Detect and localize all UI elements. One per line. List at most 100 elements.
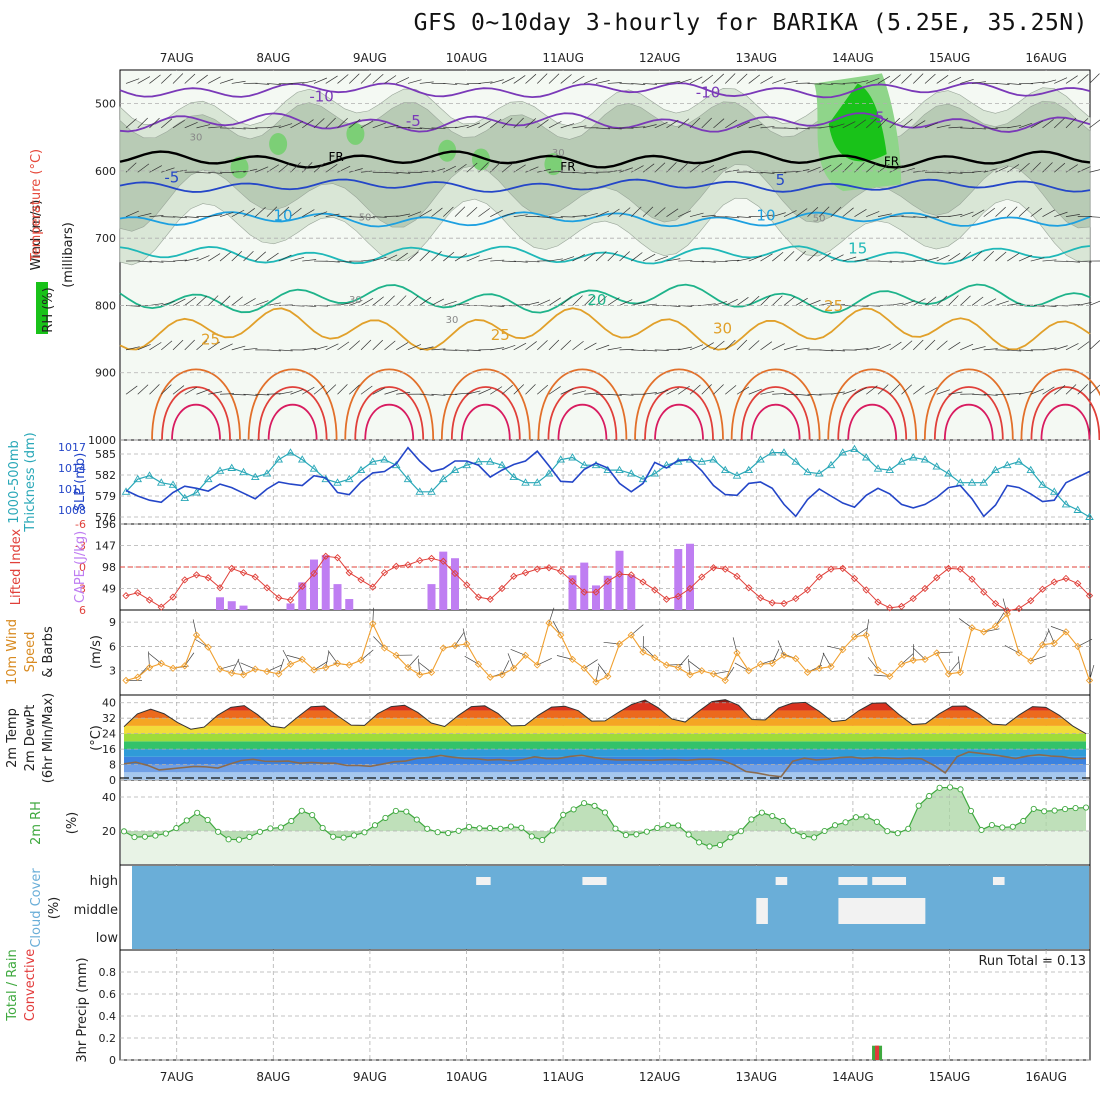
- wind-barb: [701, 214, 716, 218]
- wind-barb: [466, 255, 480, 262]
- wind-barb: [513, 342, 527, 351]
- wind-barb: [713, 340, 725, 351]
- wind-barb: [936, 295, 948, 306]
- lifted-index-point: [909, 594, 917, 603]
- lifted-index-point: [275, 594, 283, 602]
- wind-barb: [231, 296, 243, 306]
- lifted-index-point: [651, 586, 659, 594]
- wind-barb: [995, 251, 1007, 262]
- thickness-point: [1049, 487, 1059, 495]
- surface-temperature-arch: [654, 403, 704, 441]
- lifted-index-point: [815, 573, 823, 581]
- thickness-point: [368, 457, 378, 465]
- wind-barb: [795, 347, 810, 351]
- surface-temperature-arch: [750, 403, 801, 441]
- wind-barb: [619, 207, 631, 217]
- run-total-label: Run Total = 0.13: [978, 954, 1086, 969]
- cape-bar: [580, 562, 589, 610]
- rh-point: [424, 825, 431, 832]
- lifted-index-point: [298, 582, 306, 590]
- wind-barb: [924, 339, 936, 351]
- wind-barb: [960, 295, 971, 306]
- wind-barb: [149, 117, 160, 129]
- rh-point: [560, 811, 567, 818]
- surface-temperature-arch: [537, 368, 628, 441]
- wind-barb-10m: [454, 632, 465, 646]
- wind-barb: [995, 393, 1010, 396]
- wind-barb: [208, 171, 223, 174]
- wind-barb: [454, 83, 469, 85]
- wind-barb: [290, 121, 304, 129]
- y-label-unit: (millibars): [61, 222, 76, 288]
- surface-temperature-arch: [557, 403, 608, 441]
- wind-barb: [983, 127, 998, 130]
- date-label-bottom: 16AUG: [1025, 1070, 1067, 1084]
- wind-barb-10m: [901, 653, 914, 665]
- date-label-top: 13AUG: [736, 51, 778, 65]
- wind-barb: [1065, 343, 1079, 351]
- lifted-index-point: [157, 603, 165, 611]
- temperature-band: [124, 741, 1086, 750]
- wind-barb: [184, 257, 199, 262]
- lifted-index-point: [357, 576, 365, 584]
- wind-barb: [725, 385, 737, 395]
- wind-barb: [960, 211, 974, 217]
- wind-barb: [149, 342, 162, 351]
- wind-barb-10m: [313, 661, 328, 671]
- surface-temperature-arch: [547, 386, 618, 441]
- wind-barb: [830, 83, 846, 85]
- wind-barb: [490, 79, 504, 84]
- date-label-bottom: 14AUG: [832, 1070, 874, 1084]
- surface-temperature-arch: [460, 403, 511, 441]
- rh-point: [361, 829, 368, 836]
- temperature-contour: [119, 178, 1091, 193]
- wind-barb: [219, 212, 234, 217]
- wind-barb: [901, 118, 913, 129]
- wind-barb-10m: [584, 659, 598, 669]
- wind-barb: [830, 254, 844, 262]
- wind-barb: [560, 296, 572, 306]
- rh-point: [1009, 823, 1016, 830]
- wind-barb: [807, 393, 822, 396]
- rh-point: [800, 833, 807, 840]
- lifted-index-point: [850, 574, 859, 583]
- wind-barb: [971, 346, 986, 351]
- tick-label-left: 40: [102, 791, 116, 804]
- wind-barb: [349, 168, 363, 173]
- wind-barb: [490, 118, 502, 129]
- rh-point: [246, 833, 253, 841]
- wind-barb: [537, 384, 549, 395]
- tick-label-left: 3: [109, 665, 116, 678]
- wind-barb: [172, 298, 186, 306]
- wind-barb: [842, 207, 854, 217]
- wind-barb: [678, 210, 692, 217]
- wind-barb: [830, 206, 842, 217]
- wind-barb: [595, 344, 610, 351]
- wind-barb: [760, 295, 771, 306]
- wind-barb: [255, 251, 266, 262]
- contour-label: -10: [309, 88, 334, 106]
- rh-point: [905, 825, 912, 832]
- wind-barb: [783, 393, 799, 396]
- wind-barb: [243, 393, 258, 396]
- contour-label: FR: [884, 155, 899, 169]
- wind-barb: [196, 388, 210, 395]
- thickness-point: [579, 460, 589, 469]
- wind-barb: [196, 74, 208, 84]
- tick-label-right: 1008: [58, 504, 86, 517]
- wind-barb: [231, 127, 246, 130]
- wind-speed-point: [1050, 639, 1058, 647]
- surface-temperature-arch: [933, 386, 1004, 441]
- wind-barb: [560, 256, 575, 262]
- wind-barb: [877, 260, 892, 263]
- rh-point: [863, 813, 870, 820]
- wind-barb: [1065, 117, 1077, 129]
- wind-barb: [830, 304, 845, 306]
- wind-barb: [783, 171, 798, 173]
- wind-barb: [1065, 214, 1080, 217]
- date-label-top: 7AUG: [160, 51, 194, 65]
- wind-barb: [1077, 341, 1090, 351]
- lifted-index-point: [510, 572, 518, 580]
- lifted-index-point: [662, 595, 671, 603]
- contour-label: FR: [328, 150, 343, 164]
